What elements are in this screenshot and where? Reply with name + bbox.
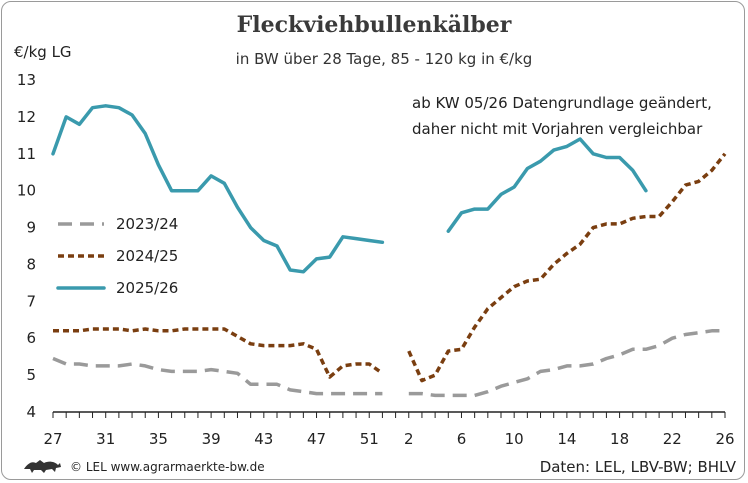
y-tick-label: 8 — [26, 255, 36, 273]
x-tick-label: 22 — [663, 430, 682, 448]
lion-logo-icon — [24, 460, 61, 473]
series-line-2025-26 — [51, 104, 385, 274]
x-tick-label: 47 — [307, 430, 326, 448]
x-tick-label: 14 — [557, 430, 576, 448]
x-tick-label: 10 — [505, 430, 524, 448]
legend-label: 2025/26 — [116, 279, 178, 297]
y-tick-label: 9 — [26, 219, 36, 237]
y-axis-label: €/kg LG — [14, 43, 72, 61]
annotation-line-2: daher nicht mit Vorjahren vergleichbar — [412, 120, 703, 138]
chart-title: Fleckviehbullenkälber — [236, 12, 512, 38]
series-line-2025-26 — [446, 137, 648, 233]
legend-label: 2024/25 — [116, 247, 178, 265]
x-tick-label: 39 — [202, 430, 221, 448]
y-tick-label: 12 — [17, 108, 36, 126]
copyright-text: © LEL www.agrarmaerkte-bw.de — [70, 460, 265, 474]
x-tick-label: 27 — [43, 430, 62, 448]
series-line-2024-25 — [407, 152, 727, 383]
y-tick-label: 13 — [17, 71, 36, 89]
x-tick-label: 26 — [715, 430, 734, 448]
y-tick-label: 10 — [17, 182, 36, 200]
x-tick-label: 31 — [96, 430, 115, 448]
x-tick-label: 6 — [457, 430, 467, 448]
x-tick-label: 43 — [254, 430, 273, 448]
data-source-text: Daten: LEL, LBV-BW; BHLV — [539, 458, 736, 476]
series-line-2024-25 — [53, 327, 384, 379]
series-line-2023-24 — [408, 329, 725, 398]
series-line-2023-24 — [52, 356, 383, 396]
y-tick-label: 5 — [26, 366, 36, 384]
x-tick-label: 18 — [610, 430, 629, 448]
y-tick-label: 7 — [26, 292, 36, 310]
y-tick-label: 11 — [17, 145, 36, 163]
annotation-line-1: ab KW 05/26 Datengrundlage geändert, — [412, 94, 712, 112]
chart-subtitle: in BW über 28 Tage, 85 - 120 kg in €/kg — [235, 50, 533, 68]
y-tick-label: 4 — [26, 403, 36, 421]
x-tick-label: 35 — [149, 430, 168, 448]
legend-label: 2023/24 — [116, 215, 178, 233]
x-tick-label: 51 — [360, 430, 379, 448]
x-tick-label: 2 — [404, 430, 414, 448]
y-tick-label: 6 — [26, 329, 36, 347]
